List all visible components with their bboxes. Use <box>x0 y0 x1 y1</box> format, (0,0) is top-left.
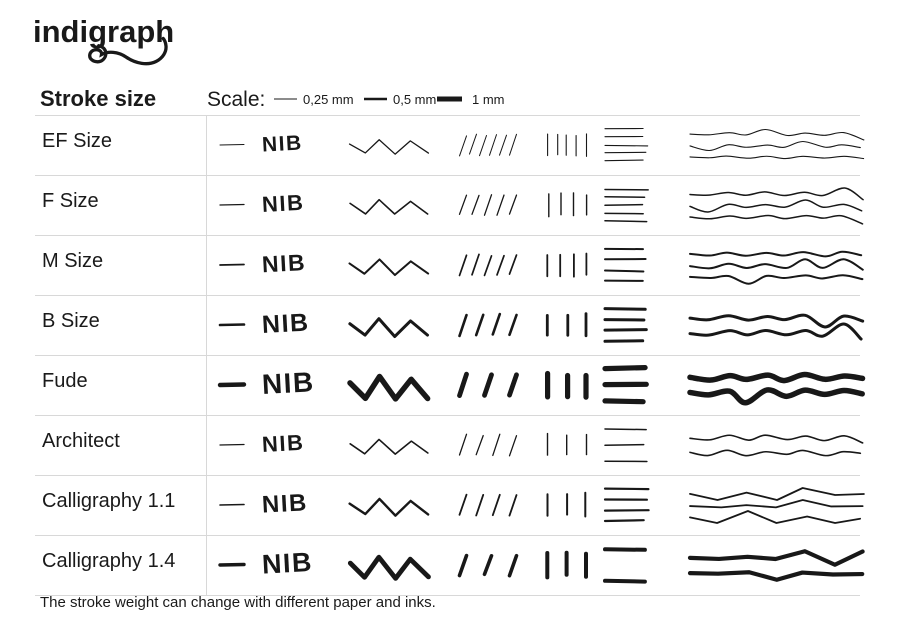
svg-text:NIB: NIB <box>261 132 303 157</box>
svg-text:NIB: NIB <box>261 309 310 339</box>
svg-text:NIB: NIB <box>261 547 314 580</box>
svg-text:NIB: NIB <box>261 489 308 518</box>
svg-text:NIB: NIB <box>261 190 305 217</box>
svg-text:NIB: NIB <box>261 366 315 400</box>
svg-text:NIB: NIB <box>261 249 306 277</box>
svg-text:NIB: NIB <box>261 430 305 457</box>
